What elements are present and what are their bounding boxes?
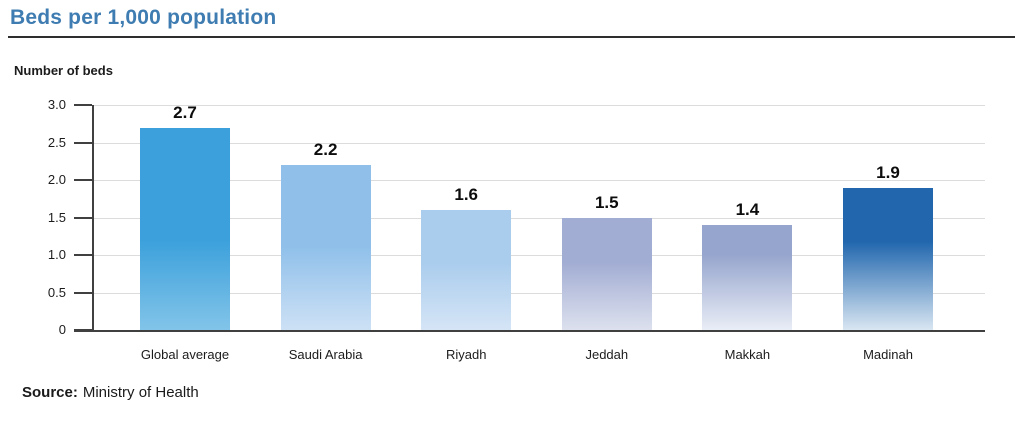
y-tick	[74, 179, 92, 181]
x-category-label: Global average	[140, 347, 230, 362]
gridline	[92, 255, 985, 256]
bar-value-label: 2.2	[313, 140, 338, 159]
bar-global-average	[140, 127, 230, 330]
bar-madinah	[843, 187, 933, 330]
bar-value-label: 1.9	[876, 162, 900, 182]
y-axis-line	[92, 105, 94, 332]
y-tick	[74, 291, 92, 294]
y-tick	[74, 216, 92, 219]
bar-value-label: 2.7	[173, 102, 197, 122]
y-tick-label: 2.5	[47, 134, 66, 150]
bar-riyadh	[421, 210, 512, 330]
source-text: Ministry of Health	[82, 384, 199, 401]
gridline	[92, 292, 985, 294]
x-axis-line	[74, 330, 985, 332]
x-category-label: Saudi Arabia	[288, 347, 363, 362]
page-title: Beds per 1,000 population	[10, 6, 277, 29]
y-tick-label: 1.5	[47, 209, 66, 225]
y-tick-label: 1.0	[47, 247, 66, 262]
y-tick-label: 2.0	[47, 172, 66, 187]
y-tick-label: 0	[58, 322, 66, 337]
y-tick	[74, 254, 92, 256]
bar-value-label: 1.4	[735, 200, 760, 219]
y-tick	[74, 141, 92, 144]
source-note: Source: Ministry of Health	[22, 384, 199, 401]
bar-value-label: 1.5	[594, 192, 619, 212]
x-category-label: Riyadh	[445, 347, 487, 362]
y-axis-title: Number of beds	[14, 63, 113, 78]
y-tick	[74, 104, 92, 106]
y-tick-label: 3.0	[47, 97, 66, 112]
gridline	[92, 142, 985, 144]
bar-makkah	[702, 225, 793, 330]
x-category-label: Jeddah	[585, 347, 629, 362]
bar-value-label: 1.6	[454, 185, 478, 204]
x-category-label: Madinah	[863, 347, 913, 362]
x-category-label: Makkah	[724, 347, 771, 362]
source-label: Source:	[22, 384, 78, 401]
gridline	[92, 180, 985, 181]
gridline	[92, 217, 985, 219]
y-tick-label: 0.5	[47, 284, 66, 300]
bar-saudi-arabia	[280, 165, 371, 330]
gridline	[92, 105, 985, 106]
title-divider	[8, 36, 1015, 38]
bar-jeddah	[561, 217, 652, 330]
